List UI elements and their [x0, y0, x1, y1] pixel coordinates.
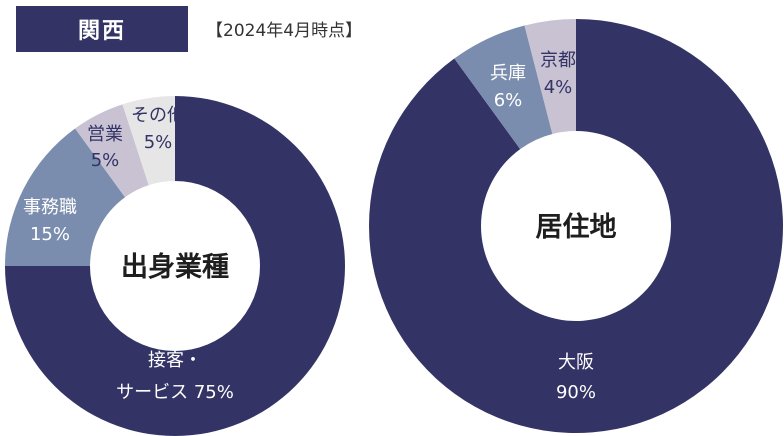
slice-label: 京都 — [540, 50, 576, 71]
chart-center-title: 居住地 — [536, 211, 617, 243]
slice-label: 大阪 — [558, 352, 594, 373]
donut-slice — [454, 25, 553, 150]
slice-label: 15% — [30, 224, 70, 245]
donut-slice — [5, 128, 126, 266]
donut-slice — [524, 19, 576, 134]
slice-label: その他 — [131, 105, 185, 126]
slice-label: 営業 — [87, 124, 123, 145]
donut-slice — [369, 19, 783, 434]
slice-label: 6% — [494, 90, 523, 111]
slice-label: サービス 75% — [116, 382, 234, 403]
slice-label: 5% — [91, 150, 120, 171]
slice-label: 4% — [544, 77, 573, 98]
slice-label: 接客・ — [148, 350, 202, 371]
slice-label: 5% — [144, 132, 173, 153]
donut-chart-occupation: 接客・サービス 75% 事務職 15% 営業 5% その他 5% 出身業種 — [5, 96, 345, 436]
chart-center-title: 出身業種 — [121, 251, 229, 283]
region-badge: 関西 — [16, 6, 188, 52]
date-note: 【2024年4月時点】 — [206, 21, 363, 41]
donut-chart-residence: 大阪 90% 兵庫 6% 京都 4% 居住地 — [369, 19, 783, 434]
donut-slice — [5, 96, 345, 436]
donut-slice — [122, 96, 175, 186]
donut-slice — [75, 104, 149, 198]
slice-label: 90% — [556, 382, 596, 403]
slice-label: 兵庫 — [490, 63, 526, 84]
region-label: 関西 — [77, 19, 126, 44]
slice-label: 事務職 — [23, 197, 77, 218]
